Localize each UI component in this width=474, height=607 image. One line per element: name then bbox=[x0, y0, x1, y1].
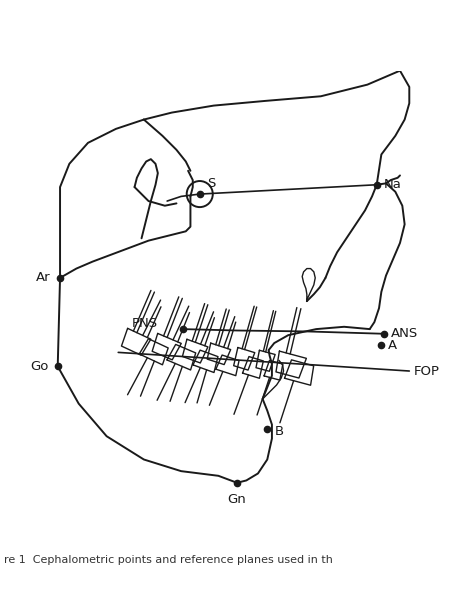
Text: Go: Go bbox=[30, 360, 48, 373]
Text: re 1  Cephalometric points and reference planes used in th: re 1 Cephalometric points and reference … bbox=[4, 555, 333, 565]
Text: S: S bbox=[207, 177, 215, 191]
Text: A: A bbox=[388, 339, 398, 352]
Text: Ar: Ar bbox=[36, 271, 51, 285]
Text: FOP: FOP bbox=[414, 365, 440, 378]
Text: PNS: PNS bbox=[132, 317, 158, 330]
Text: Na: Na bbox=[383, 178, 401, 191]
Text: B: B bbox=[274, 425, 283, 438]
Text: Gn: Gn bbox=[228, 493, 246, 506]
Text: ANS: ANS bbox=[391, 327, 418, 341]
